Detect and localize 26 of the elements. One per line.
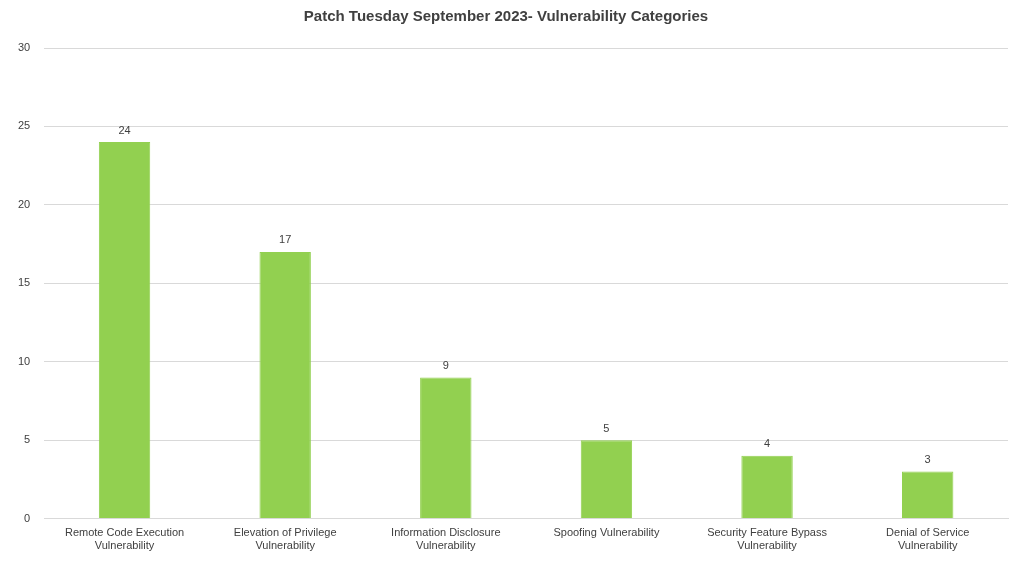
x-tick-label: Remote Code Execution Vulnerability [64, 526, 185, 552]
y-tick-label: 20 [17, 197, 31, 210]
x-tick-label: Information Disclosure Vulnerability [391, 526, 501, 552]
y-tick-label: 30 [17, 41, 31, 54]
x-tick-label: Spoofing Vulnerability [553, 526, 660, 539]
bar [259, 251, 311, 519]
data-label: 17 [279, 233, 292, 246]
data-label: 3 [924, 453, 931, 466]
y-tick-label: 15 [17, 276, 31, 289]
x-tick-label: Security Feature Bypass Vulnerability [707, 526, 828, 552]
y-tick-label: 0 [24, 511, 31, 524]
x-tick-label: Elevation of Privilege Vulnerability [233, 526, 337, 552]
bar [580, 440, 633, 519]
data-label: 5 [603, 421, 610, 434]
y-tick-label: 5 [24, 433, 31, 446]
bar [420, 377, 472, 519]
y-tick-label: 10 [17, 354, 31, 367]
data-label: 9 [442, 358, 449, 371]
data-label: 24 [118, 123, 131, 136]
chart-title: Patch Tuesday September 2023- Vulnerability Categories [303, 7, 709, 25]
bar [901, 471, 954, 519]
bar [741, 455, 793, 519]
data-label: 4 [764, 437, 771, 450]
bar [98, 142, 151, 519]
y-tick-label: 25 [17, 119, 31, 132]
x-tick-label: Denial of Service Vulnerability [886, 526, 970, 552]
